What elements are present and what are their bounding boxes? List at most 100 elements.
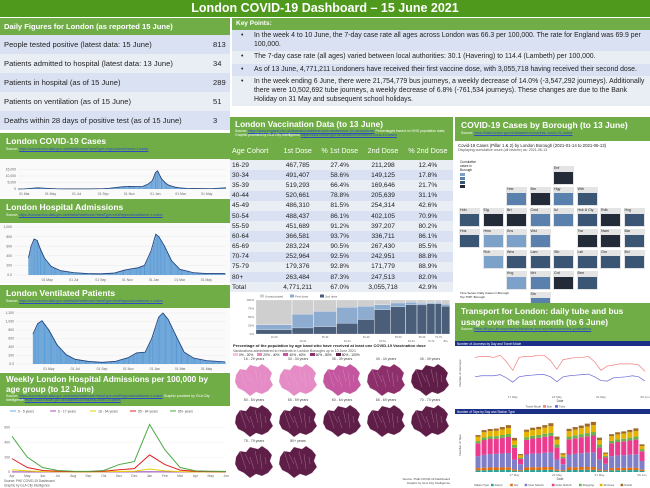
admissions-source-link[interactable]: https://coronavirus.data.gov.uk/details/… <box>19 213 163 217</box>
stacked-bar-segment <box>578 428 584 435</box>
stacked-bar-segment <box>524 439 530 455</box>
borough-sparkline-fill <box>530 193 550 205</box>
bar <box>64 271 65 275</box>
bar <box>100 273 102 275</box>
x-tick-label: 01 Jan <box>149 278 159 282</box>
daily-figure-value: 289 <box>213 78 226 87</box>
weekly-source-link[interactable]: https://coronavirus.data.gov.uk/details/… <box>19 394 163 398</box>
y-tick-label: 600 <box>4 426 10 430</box>
borough-tile[interactable]: Hns <box>459 229 480 248</box>
borough-tile[interactable]: Bar <box>623 229 645 248</box>
borough-tile[interactable]: Hrw <box>506 187 527 206</box>
map-panel-label: 50 - 54 years <box>243 397 265 402</box>
borough-boundary <box>239 409 247 428</box>
borough-name: Lsh <box>577 250 584 254</box>
borough-tile[interactable]: Hgy <box>553 187 574 206</box>
column-header: 2nd Dose <box>363 140 403 160</box>
x-tick-label: Jun <box>40 474 46 478</box>
borough-boundary <box>391 371 395 387</box>
borough-boundary <box>293 456 299 469</box>
bar <box>101 362 103 364</box>
borough-tile[interactable]: Mrt <box>529 271 551 290</box>
borough-sparkline-fill <box>460 214 479 226</box>
borough-tile[interactable]: Rch <box>482 250 504 269</box>
borough-tile[interactable]: Crd <box>553 271 574 290</box>
bar <box>178 187 180 189</box>
borough-sparkline-fill <box>601 256 620 268</box>
borough-tile[interactable]: Hvg <box>623 208 645 227</box>
borough-tile[interactable]: Wst <box>529 229 551 248</box>
borough-sparkline-fill <box>507 277 526 289</box>
bar <box>175 187 177 189</box>
x-tick-label: 01 Nov <box>122 278 133 282</box>
borough-tile[interactable]: Hck & Cty <box>576 208 598 227</box>
borough-tile[interactable]: Bxl <box>623 250 645 269</box>
borough-tile[interactable]: Isl <box>553 208 574 227</box>
map-panel-label: 55 - 59 years <box>287 397 309 402</box>
bar <box>142 186 143 189</box>
borough-tile[interactable]: Lsh <box>576 250 598 269</box>
bar <box>97 361 99 364</box>
borough-tile[interactable]: Grn <box>600 250 621 269</box>
borough-tile[interactable]: Kng <box>506 271 527 290</box>
bar <box>222 187 224 189</box>
borough-tile[interactable]: Brt <box>506 208 527 227</box>
borough-name: Wns <box>507 250 515 254</box>
bar <box>205 360 207 364</box>
stacked-bar-segment <box>493 438 499 454</box>
borough-tile[interactable]: Sth <box>553 250 574 269</box>
key-point: In the week ending 6 June, there were 21… <box>232 76 650 107</box>
bar <box>113 273 114 275</box>
borough-tile[interactable]: Lam <box>529 250 551 269</box>
legend-item: 0% - 20% <box>233 352 253 357</box>
map-panel-label: 80+ years <box>290 438 306 443</box>
borough-tile[interactable]: Elg <box>482 208 504 227</box>
borough-boundary <box>254 409 259 423</box>
table-row: 35-39 519,293 66.4% 169,646 21.7% <box>230 180 453 191</box>
borough-tile[interactable]: Kns <box>506 229 527 248</box>
borough-tile[interactable]: Nwm <box>600 229 621 248</box>
borough-tile[interactable]: Rdb <box>600 208 621 227</box>
bar <box>181 269 183 275</box>
vaccination-note-link[interactable]: https://data.london.gov.uk/dataset/coron… <box>300 133 397 137</box>
borough-tile[interactable]: Brm <box>576 271 598 290</box>
bar <box>174 264 176 275</box>
map-panel-label: 75 - 79 years <box>243 438 265 443</box>
bar <box>57 269 59 275</box>
vaccination-source-link[interactable]: https://www.england.nhs.uk/statistics/st… <box>248 129 375 133</box>
transport-source-link[interactable]: https://tfl.gov.uk/corporate/publication… <box>474 327 592 331</box>
table-cell: Total <box>230 282 280 293</box>
borough-source-link[interactable]: https://data.london.gov.uk/dataset/coron… <box>474 131 573 135</box>
stacked-bar-segment <box>609 456 615 469</box>
x-tick-label: 01 Sep <box>95 278 106 282</box>
borough-tile[interactable]: Hms <box>482 229 504 248</box>
bar <box>57 344 58 364</box>
legend-swatch <box>290 294 294 298</box>
borough-tile[interactable]: Twr <box>576 229 598 248</box>
bar <box>124 186 126 189</box>
maps-subtitle: Vaccinations administered to residents i… <box>233 348 356 353</box>
borough-tile[interactable]: Enf <box>553 166 574 185</box>
bar <box>210 273 212 275</box>
table-cell: 149,125 <box>363 170 403 181</box>
map-panel: 80+ years <box>276 439 320 484</box>
bar <box>113 361 115 364</box>
borough-boundary <box>254 368 259 382</box>
bar <box>148 255 150 275</box>
borough-tile[interactable]: Wns <box>506 250 527 269</box>
borough-tile[interactable]: Cmd <box>529 208 551 227</box>
bar <box>210 360 212 364</box>
borough-tile[interactable]: Hdn <box>459 208 480 227</box>
ventilated-source-link[interactable]: https://coronavirus.data.gov.uk/details/… <box>19 299 163 303</box>
cases-source-link[interactable]: https://coronavirus.data.gov.uk/details/… <box>19 147 149 151</box>
borough-tile[interactable]: Brn <box>529 187 551 206</box>
borough-tile[interactable]: Wth <box>576 187 598 206</box>
x-tick-label: 01 Jul <box>69 278 78 282</box>
stacked-bar-segment <box>639 469 645 471</box>
weekly-note-link[interactable]: https://data.london.gov.uk/dataset/coron… <box>24 398 121 402</box>
stacked-bar-segment <box>475 436 481 442</box>
bar <box>145 263 147 275</box>
bar <box>146 184 148 189</box>
legend-title: Station Type <box>474 483 489 487</box>
bar <box>215 273 217 275</box>
